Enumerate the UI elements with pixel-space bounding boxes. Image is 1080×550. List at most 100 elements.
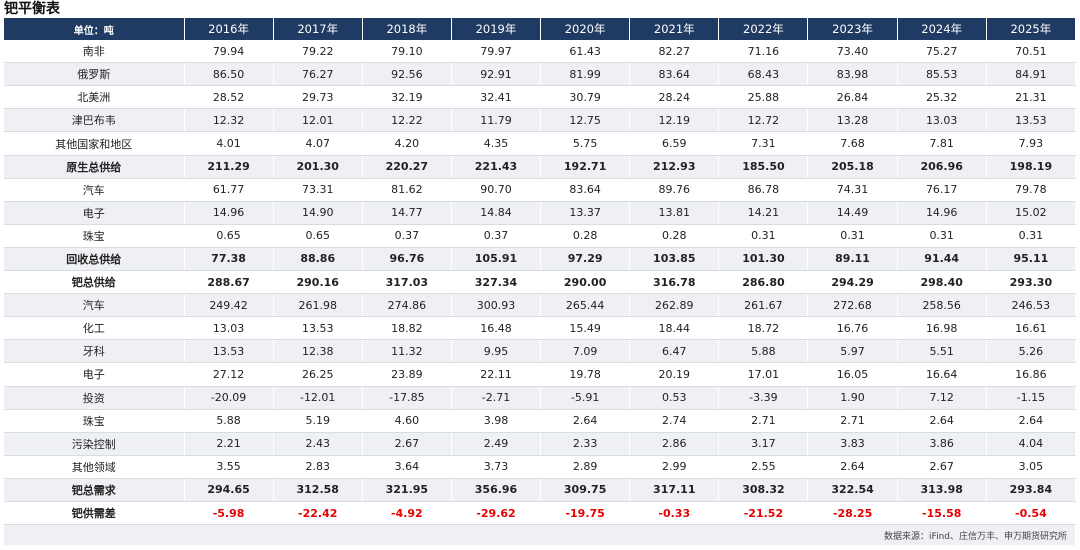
table-cell: 3.98 bbox=[451, 409, 542, 433]
table-row: 汽车 249.42 261.98 274.86 300.93 265.44 262.89 26… bbox=[4, 293, 1077, 318]
table-cell: 28.24 bbox=[629, 85, 720, 110]
year-header: 2025年 bbox=[986, 18, 1077, 41]
table-cell: 2.83 bbox=[273, 455, 363, 479]
table-cell: 12.75 bbox=[540, 108, 631, 133]
table-cell: 2.71 bbox=[807, 409, 898, 433]
table-cell: 286.80 bbox=[718, 270, 809, 295]
table-cell: -15.58 bbox=[897, 501, 987, 526]
table-cell: 32.19 bbox=[362, 85, 452, 110]
table-cell: 26.84 bbox=[807, 85, 898, 110]
table-cell: 73.40 bbox=[807, 40, 898, 64]
table-cell: 2.64 bbox=[986, 409, 1077, 433]
table-row: 北美洲 28.52 29.73 32.19 32.41 30.79 28.24 25.88 26… bbox=[4, 85, 1077, 110]
table-cell: 316.78 bbox=[629, 270, 720, 295]
table-cell: 185.50 bbox=[718, 155, 809, 179]
table-cell: 294.65 bbox=[184, 478, 274, 502]
row-label: 原生总供给 bbox=[4, 155, 185, 179]
row-label: 北美洲 bbox=[4, 85, 185, 110]
table-cell: -4.92 bbox=[362, 501, 452, 526]
table-cell: 83.64 bbox=[629, 62, 720, 87]
table-cell: 0.28 bbox=[629, 224, 720, 248]
table-cell: -3.39 bbox=[718, 386, 809, 410]
table-cell: 265.44 bbox=[540, 293, 631, 318]
table-cell: 16.64 bbox=[897, 362, 987, 387]
table-cell: 261.67 bbox=[718, 293, 809, 318]
table-cell: 12.22 bbox=[362, 108, 452, 133]
table-cell: -20.09 bbox=[184, 386, 274, 410]
table-cell: 312.58 bbox=[273, 478, 363, 502]
table-row: 原生总供给 211.29 201.30 220.27 221.43 192.71 212.9… bbox=[4, 155, 1077, 179]
table-cell: 2.33 bbox=[540, 432, 631, 456]
table-cell: 82.27 bbox=[629, 40, 720, 64]
table-cell: 0.31 bbox=[807, 224, 898, 248]
table-cell: 322.54 bbox=[807, 478, 898, 502]
table-row: 津巴布韦 12.32 12.01 12.22 11.79 12.75 12.19 12.72 1… bbox=[4, 108, 1077, 133]
table-cell: 3.83 bbox=[807, 432, 898, 456]
table-cell: -0.54 bbox=[986, 501, 1077, 526]
table-cell: 92.91 bbox=[451, 62, 542, 87]
table-cell: 211.29 bbox=[184, 155, 274, 179]
table-cell: -5.91 bbox=[540, 386, 631, 410]
table-cell: 272.68 bbox=[807, 293, 898, 318]
table-cell: 5.75 bbox=[540, 131, 631, 156]
table-cell: 2.21 bbox=[184, 432, 274, 456]
table-cell: 4.20 bbox=[362, 131, 452, 156]
table-cell: 205.18 bbox=[807, 155, 898, 179]
table-cell: 300.93 bbox=[451, 293, 542, 318]
source-row: 数据来源：iFind、庄信万丰、申万期货研究所 bbox=[4, 524, 1076, 546]
table-cell: 14.21 bbox=[718, 201, 809, 225]
row-label: 污染控制 bbox=[4, 432, 185, 456]
table-cell: 81.99 bbox=[540, 62, 631, 87]
table-cell: 13.53 bbox=[184, 339, 274, 364]
table-row: 牙科 13.53 12.38 11.32 9.95 7.09 6.47 5.88 5.97 5.5… bbox=[4, 339, 1077, 364]
table-cell: 293.84 bbox=[986, 478, 1077, 502]
table-cell: 317.03 bbox=[362, 270, 452, 295]
table-cell: 0.65 bbox=[184, 224, 274, 248]
row-label: 俄罗斯 bbox=[4, 62, 185, 87]
table-cell: 92.56 bbox=[362, 62, 452, 87]
table-cell: 16.76 bbox=[807, 316, 898, 341]
table-cell: 11.32 bbox=[362, 339, 452, 364]
table-cell: 18.72 bbox=[718, 316, 809, 341]
table-cell: 89.11 bbox=[807, 247, 898, 272]
table-cell: 246.53 bbox=[986, 293, 1077, 318]
table-cell: 83.64 bbox=[540, 178, 631, 202]
row-label: 牙科 bbox=[4, 339, 185, 364]
table-row: 珠宝 5.88 5.19 4.60 3.98 2.64 2.74 2.71 2.71 2.64 2.… bbox=[4, 409, 1077, 433]
table-cell: -28.25 bbox=[807, 501, 898, 526]
row-label: 钯总供给 bbox=[4, 270, 185, 295]
year-header: 2018年 bbox=[362, 18, 452, 41]
table-cell: 5.19 bbox=[273, 409, 363, 433]
table-cell: 12.32 bbox=[184, 108, 274, 133]
table-cell: 14.90 bbox=[273, 201, 363, 225]
table-cell: 7.12 bbox=[897, 386, 987, 410]
table-cell: 2.86 bbox=[629, 432, 720, 456]
table-cell: 91.44 bbox=[897, 247, 987, 272]
table-cell: 249.42 bbox=[184, 293, 274, 318]
table-cell: 0.37 bbox=[451, 224, 542, 248]
table-cell: 81.62 bbox=[362, 178, 452, 202]
row-label: 其他领域 bbox=[4, 455, 185, 479]
table-cell: -29.62 bbox=[451, 501, 542, 526]
palladium-balance-table: 单位：吨 2016年 2017年 2018年 2019年 2020年 2021年 2022年 2… bbox=[4, 18, 1077, 546]
table-cell: 7.31 bbox=[718, 131, 809, 156]
table-cell: 61.77 bbox=[184, 178, 274, 202]
table-cell: 12.19 bbox=[629, 108, 720, 133]
table-cell: 27.12 bbox=[184, 362, 274, 387]
table-cell: 4.35 bbox=[451, 131, 542, 156]
table-cell: 313.98 bbox=[897, 478, 987, 502]
table-cell: 220.27 bbox=[362, 155, 452, 179]
table-cell: 30.79 bbox=[540, 85, 631, 110]
table-cell: 327.34 bbox=[451, 270, 542, 295]
table-cell: 2.43 bbox=[273, 432, 363, 456]
table-cell: 83.98 bbox=[807, 62, 898, 87]
year-header: 2021年 bbox=[629, 18, 720, 41]
table-cell: 206.96 bbox=[897, 155, 987, 179]
year-header: 2016年 bbox=[184, 18, 274, 41]
table-cell: 288.67 bbox=[184, 270, 274, 295]
year-header: 2019年 bbox=[451, 18, 542, 41]
table-cell: 293.30 bbox=[986, 270, 1077, 295]
table-row: 珠宝 0.65 0.65 0.37 0.37 0.28 0.28 0.31 0.31 0.31 0.… bbox=[4, 224, 1077, 248]
table-cell: 0.31 bbox=[986, 224, 1077, 248]
header-row: 单位：吨 2016年 2017年 2018年 2019年 2020年 2021年 2022年 2… bbox=[4, 18, 1077, 41]
